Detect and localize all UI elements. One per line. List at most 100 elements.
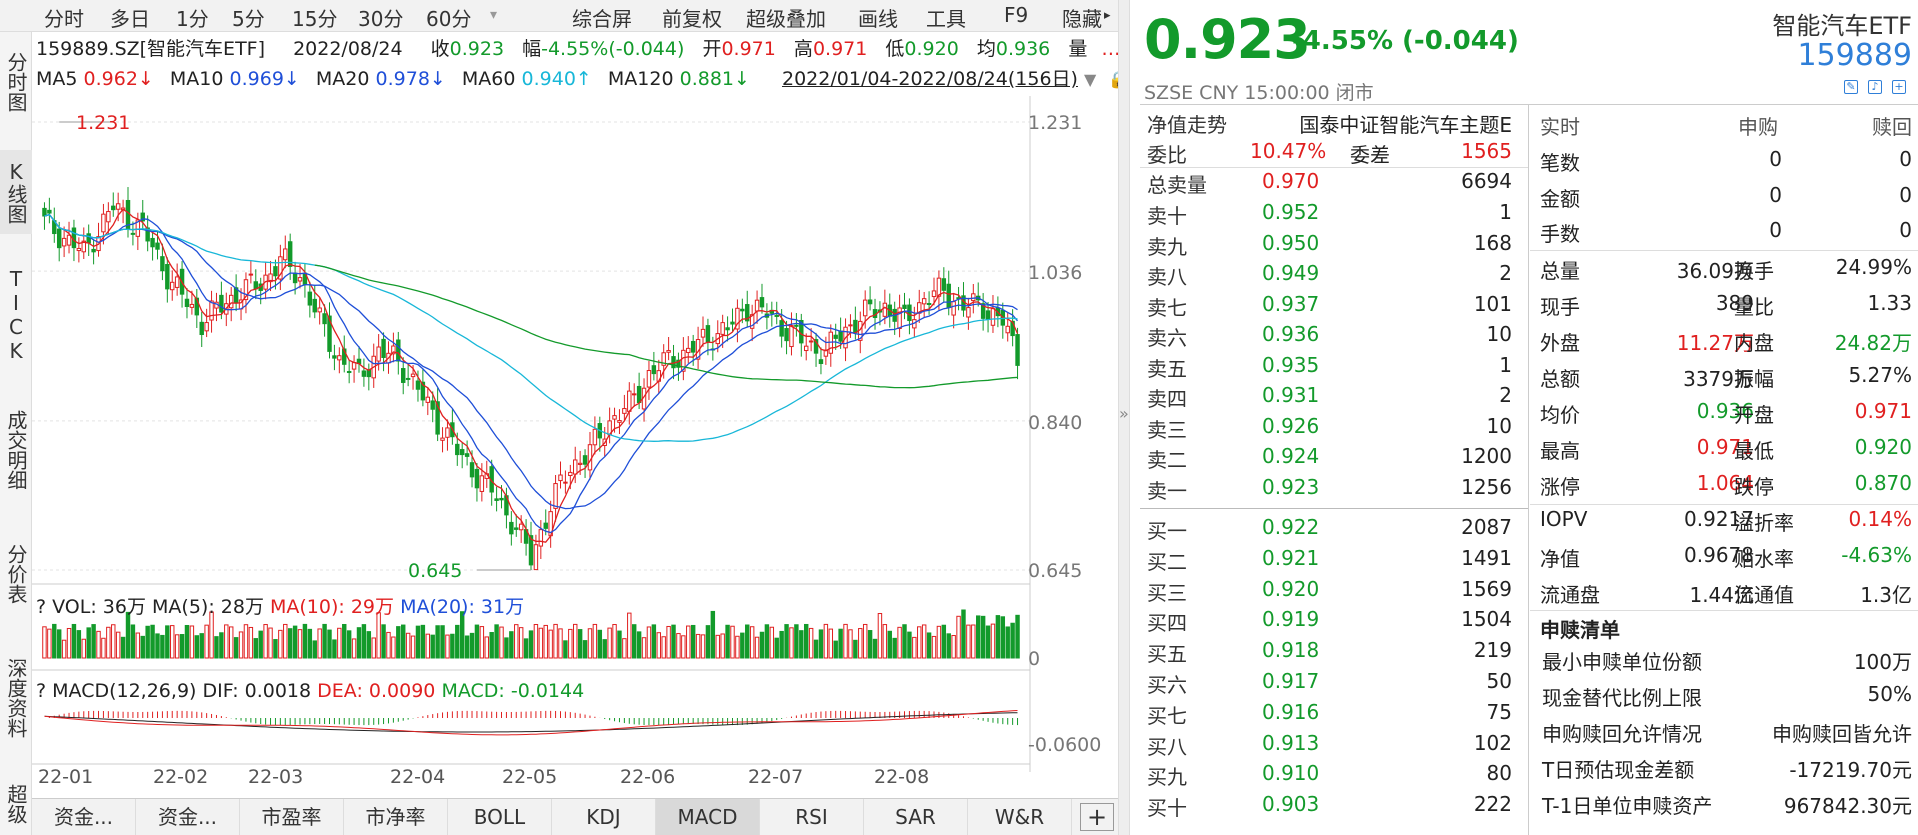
more-dots-icon[interactable]: … [1101,38,1121,60]
volume-bar [199,633,204,659]
edit-icon[interactable]: ✎ [1844,80,1858,94]
volume-bar [779,630,784,659]
volume-bar [892,637,897,659]
volume-bar [125,611,131,659]
panel-divider[interactable]: » [1118,0,1130,835]
tab-overlay[interactable]: 超级叠加 [746,7,826,31]
volume-bar [976,615,981,659]
tab-wr[interactable]: W&R [968,799,1072,835]
ask-level-row[interactable]: 卖七 0.937 101 [1144,289,1520,320]
vtab-price-table[interactable]: 分价表 [4,544,28,604]
tab-f9[interactable]: F9 [1004,3,1029,27]
vtab-tick[interactable]: TICK [4,267,28,363]
tab-macd[interactable]: MACD [656,799,760,835]
level-volume: 102 [1473,730,1512,755]
hide-arrow-icon[interactable]: ▸ [1104,8,1111,23]
more-periods-icon[interactable]: ▾ [490,7,498,23]
date-range-selector[interactable]: 2022/01/04-2022/08/24(156日) [781,68,1078,90]
tab-pb[interactable]: 市净率 [344,799,448,835]
bid-level-row[interactable]: 买五 0.918 219 [1144,635,1520,666]
volume-bar [636,631,642,659]
bid-level-row[interactable]: 买一 0.922 2087 [1144,512,1520,543]
tab-pe[interactable]: 市盈率 [240,799,344,835]
volume-bar [573,623,578,659]
bar-date: 2022/08/24 [293,38,403,60]
range-dropdown-icon[interactable]: ▼ [1084,70,1097,89]
volume-bar [730,625,735,659]
candle-body [573,459,578,475]
tab-60min[interactable]: 60分 [426,7,472,31]
volume-bar [81,638,86,659]
vtab-trades[interactable]: 成交明细 [4,410,28,490]
add-indicator-button[interactable]: + [1080,803,1114,831]
ask-level-row[interactable]: 卖五 0.935 1 [1144,350,1520,381]
redeem-value: 0 [1899,218,1912,242]
tab-hide[interactable]: 隐藏 [1062,7,1102,31]
volume-bar [42,626,47,659]
bid-level-row[interactable]: 买九 0.910 80 [1144,758,1520,789]
stat-value: 0.9217 [1684,507,1754,531]
vtab-depth[interactable]: 深度资料 [4,658,28,738]
tab-1min[interactable]: 1分 [176,7,209,31]
ask-level-row[interactable]: 卖三 0.926 10 [1144,411,1520,442]
bid-level-row[interactable]: 买二 0.921 1491 [1144,543,1520,574]
tab-tools[interactable]: 工具 [926,7,966,31]
help-icon[interactable]: ? [36,680,47,702]
tab-5min[interactable]: 5分 [232,7,265,31]
ask-level-row[interactable]: 卖十 0.952 1 [1144,197,1520,228]
level-label: 卖一 [1147,478,1187,503]
help-icon[interactable]: ? [36,596,47,618]
volume-bar [1010,622,1015,659]
ask-level-row[interactable]: 卖二 0.924 1200 [1144,441,1520,472]
price-change: -4.55% (-0.044) [1292,26,1519,56]
tab-composite[interactable]: 综合屏 [572,7,632,31]
ma20-line [44,213,1018,510]
tab-capital-1[interactable]: 资金... [32,799,136,835]
nav-trend-link[interactable]: 净值走势 [1147,113,1227,137]
volume-bar [504,637,509,659]
ask-level-row[interactable]: 卖六 0.936 10 [1144,319,1520,350]
macd-dif-line [44,712,1018,733]
bid-level-row[interactable]: 买七 0.916 75 [1144,697,1520,728]
candle-body [612,415,617,420]
bid-level-row[interactable]: 买四 0.919 1504 [1144,604,1520,635]
tab-intraday[interactable]: 分时 [44,7,84,31]
ask-level-row[interactable]: 卖一 0.923 1256 [1144,472,1520,503]
bid-level-row[interactable]: 买三 0.920 1569 [1144,574,1520,605]
stat-label: 外盘 [1540,331,1580,355]
ask-level-row[interactable]: 卖九 0.950 168 [1144,228,1520,259]
bid-level-row[interactable]: 买八 0.913 102 [1144,728,1520,759]
volume-bar [332,639,337,659]
alert-bell-icon[interactable]: ♪ [1868,80,1882,94]
tab-15min[interactable]: 15分 [292,7,338,31]
ask-level-row[interactable]: 卖八 0.949 2 [1144,258,1520,289]
vtab-kline[interactable]: K线图 [0,150,32,234]
stat-value: 1.3亿 [1860,583,1912,607]
add-watchlist-icon[interactable]: + [1892,80,1906,94]
security-code: 159889 [1797,38,1912,73]
tab-multiday[interactable]: 多日 [110,7,150,31]
ask-level-row[interactable]: 卖四 0.931 2 [1144,380,1520,411]
tab-draw[interactable]: 画线 [858,7,898,31]
tab-kdj[interactable]: KDJ [552,799,656,835]
tab-capital-2[interactable]: 资金... [136,799,240,835]
tab-sar[interactable]: SAR [864,799,968,835]
vtab-super[interactable]: 超级 [4,784,28,824]
volume-bar [273,639,278,659]
tab-forward-adjust[interactable]: 前复权 [662,7,722,31]
candle-body [936,277,942,297]
tab-boll[interactable]: BOLL [448,799,552,835]
range-value: -4.55%(-0.044) [541,38,685,60]
bid-level-row[interactable]: 买十 0.903 222 [1144,789,1520,820]
bid-level-row[interactable]: 买六 0.917 50 [1144,666,1520,697]
kline-chart[interactable] [32,96,1118,798]
level-label: 卖八 [1147,265,1187,289]
candle-body [391,345,396,355]
collapse-panel-icon[interactable]: » [1119,404,1129,423]
tab-rsi[interactable]: RSI [760,799,864,835]
ma20-value: 0.978↓ [375,68,446,90]
stat-label: 内盘 [1734,331,1774,355]
vtab-intraday[interactable]: 分时图 [4,52,28,112]
tab-30min[interactable]: 30分 [358,7,404,31]
volume-bar [622,638,627,659]
